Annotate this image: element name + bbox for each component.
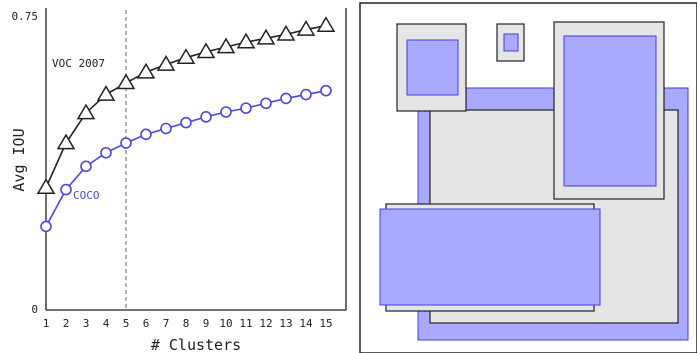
data-point-triangle: [36, 178, 56, 195]
x-tick-label: 9: [203, 317, 210, 330]
cluster-box-tall: [563, 35, 657, 187]
data-point-triangle: [316, 16, 336, 33]
data-point-circle: [140, 128, 152, 141]
x-tick-label: 6: [143, 317, 150, 330]
data-point-circle: [40, 220, 52, 233]
x-tick-label: 11: [239, 317, 252, 330]
data-point-circle: [260, 97, 272, 110]
data-point-circle: [80, 160, 92, 173]
x-tick-label: 5: [123, 317, 130, 330]
data-point-triangle: [136, 62, 156, 79]
x-tick-label: 12: [259, 317, 272, 330]
data-point-triangle: [196, 42, 216, 59]
x-tick-labels: 1 2 3 4 5 6 7 8 9 10 11 12 13 14 15: [43, 317, 333, 330]
avg-iou-chart: 0.75 0 1 2 3 4 5 6 7 8 9 10 11 12 13 14 15 VOC 2007 CO…: [10, 8, 347, 353]
data-point-circle: [100, 146, 112, 159]
cluster-box-top-left: [406, 39, 459, 96]
cluster-box-small: [503, 33, 519, 52]
x-tick-label: 1: [43, 317, 50, 330]
series-label-coco: COCO: [73, 189, 100, 202]
cluster-boxes-panel: [359, 2, 697, 353]
data-point-triangle: [256, 28, 276, 45]
x-tick-label: 8: [183, 317, 190, 330]
x-tick-label: 3: [83, 317, 90, 330]
data-point-circle: [240, 102, 252, 114]
y-tick-bottom: 0: [31, 303, 38, 316]
data-point-circle: [160, 122, 172, 135]
x-tick-label: 2: [63, 317, 70, 330]
data-point-triangle: [156, 54, 176, 71]
x-tick-label: 14: [299, 317, 313, 330]
data-point-triangle: [116, 73, 136, 90]
data-point-triangle: [236, 32, 256, 49]
data-point-triangle: [296, 20, 316, 36]
x-tick-label: 13: [279, 317, 292, 330]
data-point-circle: [220, 106, 232, 118]
data-point-triangle: [96, 85, 116, 101]
data-point-circle: [280, 92, 292, 105]
data-point-triangle: [56, 133, 76, 150]
series-layer: [36, 16, 336, 233]
data-point-circle: [180, 116, 192, 129]
y-tick-top: 0.75: [12, 10, 39, 23]
data-point-circle: [320, 84, 332, 97]
data-point-circle: [120, 137, 132, 149]
cluster-box-wide: [379, 208, 601, 306]
series-label-voc: VOC 2007: [52, 57, 105, 70]
data-point-circle: [200, 111, 212, 123]
x-tick-label: 10: [219, 317, 232, 330]
data-point-triangle: [276, 24, 296, 41]
data-point-triangle: [216, 37, 236, 54]
data-point-circle: [300, 88, 312, 101]
x-tick-label: 7: [163, 317, 170, 330]
x-tick-label: 4: [103, 317, 110, 330]
data-point-circle: [60, 183, 72, 196]
x-tick-label: 15: [319, 317, 332, 330]
data-point-triangle: [76, 103, 96, 120]
x-axis-title: # Clusters: [151, 336, 241, 353]
y-axis-title: Avg IOU: [10, 128, 28, 191]
data-point-triangle: [176, 48, 196, 65]
